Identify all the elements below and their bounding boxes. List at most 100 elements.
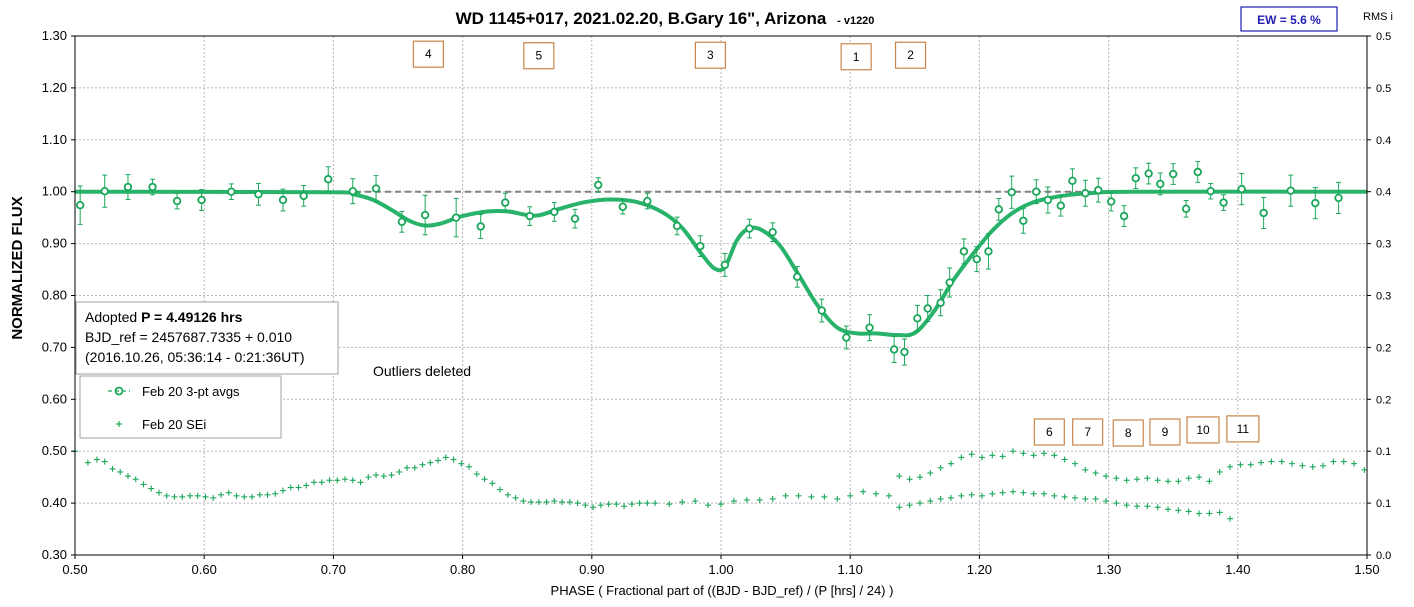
- sei-point: [388, 472, 395, 479]
- avg-point: [1043, 186, 1053, 214]
- avg-marker: [1144, 169, 1153, 178]
- sei-point: [1051, 492, 1058, 499]
- info-period-value: P = 4.49126 hrs: [141, 309, 243, 325]
- sei-point: [1227, 463, 1234, 470]
- avg-point: [945, 267, 954, 298]
- sei-point: [1289, 460, 1296, 467]
- avg-marker: [696, 241, 705, 251]
- avg-marker: [1068, 176, 1077, 186]
- avg-point: [1019, 207, 1028, 234]
- avg-marker: [227, 187, 236, 196]
- dip-marker-3: 3: [694, 41, 727, 69]
- sei-point: [666, 501, 673, 508]
- dip-marker-label: 8: [1125, 426, 1132, 440]
- sei-point: [906, 502, 913, 509]
- avg-point: [1168, 163, 1178, 185]
- sei-point: [318, 479, 325, 486]
- avg-marker: [984, 247, 993, 256]
- avg-marker: [900, 347, 909, 357]
- avg-marker: [197, 195, 206, 205]
- sei-point: [1144, 475, 1151, 482]
- sei-point: [84, 459, 91, 466]
- sei-point: [947, 460, 954, 467]
- avg-marker: [1181, 204, 1191, 214]
- sei-point: [1123, 502, 1130, 509]
- dip-marker-6: 6: [1033, 418, 1065, 446]
- avg-marker: [278, 195, 288, 205]
- avg-point: [594, 177, 603, 193]
- avg-marker: [1311, 198, 1320, 208]
- sei-point: [194, 492, 201, 499]
- avg-point: [197, 189, 206, 211]
- x-tick-label: 0.50: [62, 562, 87, 577]
- sei-point: [551, 498, 558, 505]
- avg-point: [842, 325, 851, 350]
- axis-ticks: 0.50 0.60 0.70 0.80 0.90 1.00 1.10 1.20 1.30 1.40…: [42, 28, 1392, 577]
- avg-point: [1032, 179, 1041, 205]
- avg-marker: [817, 306, 826, 315]
- sei-point: [679, 499, 686, 506]
- sei-point: [937, 495, 944, 502]
- sei-point: [989, 452, 996, 459]
- sei-point: [1020, 450, 1027, 457]
- avg-point: [1311, 187, 1320, 220]
- avg-marker: [371, 184, 381, 193]
- avg-point: [936, 289, 945, 317]
- avg-point: [984, 233, 993, 270]
- sei-point: [117, 468, 124, 475]
- avg-point: [618, 198, 628, 215]
- x-tick-label: 1.00: [708, 562, 733, 577]
- avg-marker: [959, 247, 969, 256]
- avg-point: [972, 246, 982, 273]
- sei-point: [636, 500, 643, 507]
- legend-circle-marker: [114, 386, 124, 396]
- avg-point: [865, 314, 874, 342]
- avg-point: [1156, 172, 1165, 196]
- avg-point: [570, 208, 580, 229]
- avg-marker: [1007, 188, 1016, 197]
- sei-point: [497, 486, 504, 493]
- avg-marker: [768, 227, 777, 237]
- sei-point: [795, 492, 802, 499]
- sei-point: [155, 489, 162, 496]
- sei-point: [652, 500, 659, 507]
- sei-point: [148, 485, 155, 492]
- sei-point: [1165, 478, 1172, 485]
- x-tick-label: 1.30: [1096, 562, 1121, 577]
- dip-marker-label: 6: [1046, 425, 1053, 439]
- y2-tick-label: 0.5: [1376, 83, 1391, 95]
- svg-text:Adopted P = 4.49126 hrs: Adopted P = 4.49126 hrs: [85, 309, 243, 325]
- grid: [75, 36, 1367, 555]
- avg-marker: [793, 272, 802, 282]
- sei-point: [1061, 456, 1068, 463]
- avg-point: [1056, 194, 1065, 217]
- avg-marker: [945, 278, 954, 287]
- sei-point: [582, 502, 589, 509]
- sei-point: [1216, 509, 1223, 516]
- info-box: Adopted P = 4.49126 hrs BJD_ref = 245768…: [75, 301, 339, 375]
- y-tick-label: 0.30: [42, 547, 67, 562]
- sei-point: [756, 496, 763, 503]
- avg-point: [525, 206, 534, 226]
- sei-point: [958, 454, 965, 461]
- sei-point: [1299, 462, 1306, 469]
- x-tick-label: 0.70: [321, 562, 346, 577]
- sei-point: [93, 456, 100, 463]
- avg-point: [745, 218, 754, 239]
- avg-marker: [1106, 197, 1116, 206]
- sei-point: [705, 502, 712, 509]
- avg-point: [397, 210, 407, 233]
- y-tick-label: 1.30: [42, 28, 67, 43]
- sei-point: [264, 491, 271, 498]
- avg-point: [900, 338, 909, 366]
- y-tick-label: 0.60: [42, 391, 67, 406]
- sei-point: [978, 492, 985, 499]
- avg-point: [254, 182, 263, 206]
- avg-marker: [643, 196, 652, 206]
- avg-marker: [550, 207, 559, 217]
- sei-point: [559, 499, 566, 506]
- sei-point: [1351, 460, 1358, 467]
- sei-point: [109, 465, 116, 472]
- sei-point: [217, 491, 224, 498]
- avg-marker: [451, 213, 461, 222]
